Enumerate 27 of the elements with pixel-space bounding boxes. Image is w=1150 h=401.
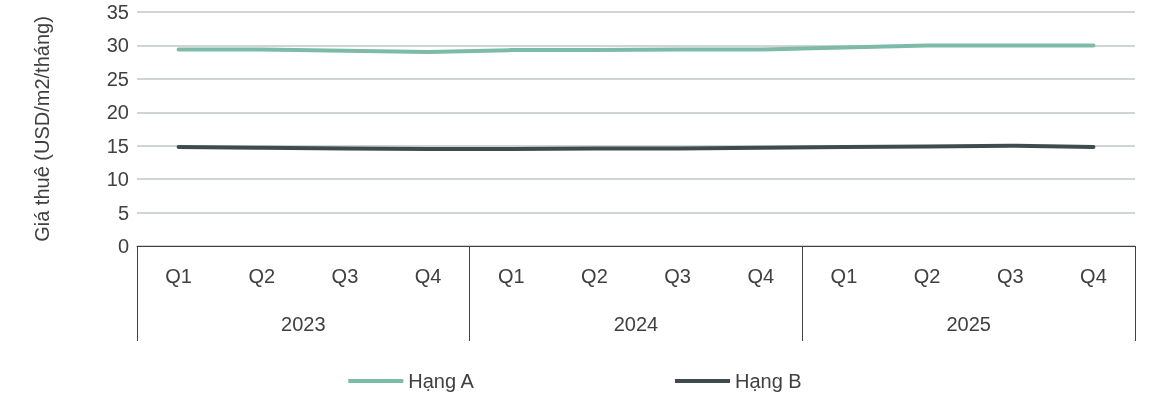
y-tick-label: 15 [106, 134, 129, 157]
y-tick-label: 0 [117, 235, 129, 257]
y-tick-label: 5 [117, 201, 129, 224]
x-tick-label: Q4 [747, 265, 775, 287]
x-tick-label: Q1 [165, 265, 192, 287]
x-tick-label: Q1 [830, 265, 858, 287]
y-tick-label: 35 [106, 1, 129, 23]
y-axis-title: Giá thuê (USD/m2/tháng) [31, 16, 53, 242]
x-tick-label: Q2 [581, 265, 608, 287]
legend-label: Hạng B [735, 370, 802, 392]
x-tick-label: Q3 [664, 265, 691, 287]
x-tick-label: Q4 [414, 265, 442, 287]
y-tick-label: 30 [106, 34, 129, 57]
x-tick-label: Q2 [913, 265, 941, 287]
x-tick-label: Q4 [1080, 265, 1107, 287]
legend-label: Hạng A [408, 370, 475, 392]
x-tick-label: Q1 [497, 265, 525, 287]
text: 2024 [613, 313, 659, 335]
line-series [176, 43, 1096, 55]
y-tick-label: 25 [106, 67, 129, 90]
x-tick-label: Q2 [248, 265, 276, 287]
text: 2025 [946, 313, 991, 335]
x-tick-label: Q3 [331, 265, 359, 287]
x-tick-label: Q3 [996, 265, 1024, 287]
y-tick-label: 20 [106, 101, 129, 124]
y-tick-label: 10 [106, 168, 129, 191]
text: 2023 [281, 313, 326, 335]
